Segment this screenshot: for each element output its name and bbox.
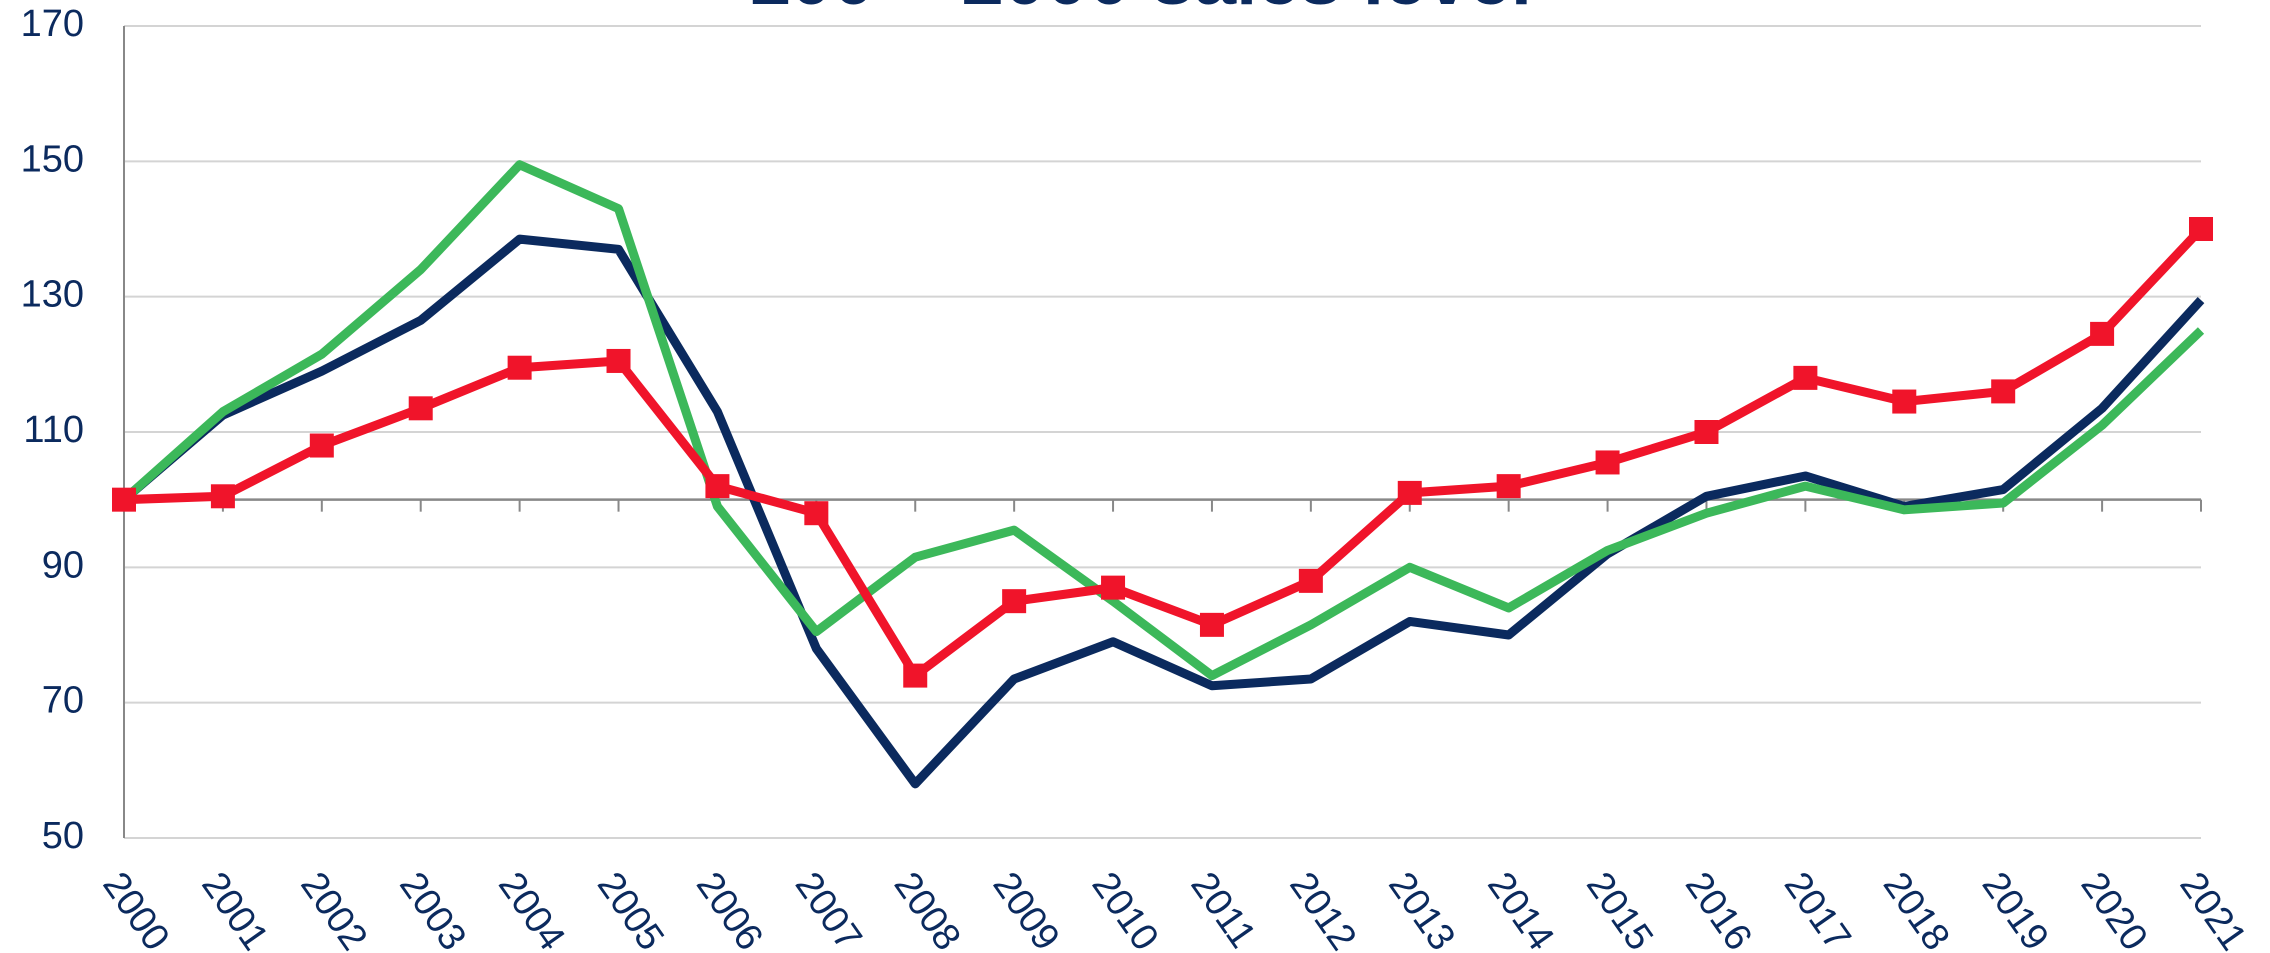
x-tick-label: 2009 [985, 865, 1068, 953]
series-line [121, 234, 2205, 789]
x-tick-label: 2000 [94, 865, 177, 953]
marker [408, 396, 433, 421]
marker [2090, 321, 2115, 346]
y-tick-label: 90 [42, 544, 84, 586]
series-line [121, 160, 2205, 681]
x-tick-label: 2006 [688, 865, 771, 953]
x-tick-label: 2015 [1578, 865, 1661, 953]
marker [1101, 575, 1126, 600]
marker [705, 474, 730, 499]
x-tick-label: 2003 [391, 865, 474, 953]
marker [1397, 480, 1422, 505]
y-tick-label: 150 [21, 138, 84, 180]
x-tick-label: 2004 [490, 865, 573, 953]
x-tick-label: 2011 [1182, 865, 1263, 953]
x-tick-label: 2019 [1974, 865, 2057, 953]
x-tick-label: 2008 [886, 865, 969, 953]
y-tick-label: 110 [23, 409, 84, 451]
marker [2189, 217, 2213, 241]
marker [1991, 379, 2016, 404]
x-tick-label: 2017 [1776, 865, 1859, 953]
x-tick-label: 2016 [1677, 865, 1760, 953]
x-tick-label: 2020 [2073, 865, 2156, 953]
x-tick-label: 2018 [1875, 865, 1958, 953]
y-tick-label: 130 [21, 274, 84, 316]
x-tick-label: 2001 [193, 865, 276, 953]
marker [1199, 612, 1224, 637]
y-tick-label: 70 [42, 680, 84, 722]
marker [309, 433, 334, 458]
x-tick-label: 2005 [589, 865, 672, 953]
marker [1595, 450, 1620, 475]
marker [1002, 589, 1027, 614]
marker [903, 663, 928, 688]
x-tick-label: 2012 [1281, 865, 1364, 953]
y-tick-label: 170 [21, 3, 84, 45]
x-tick-label: 2021 [2171, 865, 2254, 953]
marker [1793, 365, 1818, 390]
marker [1496, 474, 1521, 499]
x-tick-label: 2007 [787, 865, 870, 953]
marker [1298, 568, 1323, 593]
marker [1694, 420, 1719, 444]
x-tick-label: 2013 [1380, 865, 1463, 953]
marker [606, 348, 631, 373]
chart-title: 100 = 2000 sales level [748, 0, 1532, 21]
marker [112, 487, 136, 512]
marker [1892, 389, 1917, 414]
x-tick-label: 2010 [1083, 865, 1166, 953]
x-tick-label: 2002 [292, 865, 375, 953]
series-line [123, 225, 2205, 681]
x-tick-label: 2014 [1479, 865, 1562, 953]
marker [507, 355, 532, 380]
y-tick-label: 50 [42, 815, 84, 857]
marker [210, 484, 235, 509]
marker [804, 501, 829, 526]
